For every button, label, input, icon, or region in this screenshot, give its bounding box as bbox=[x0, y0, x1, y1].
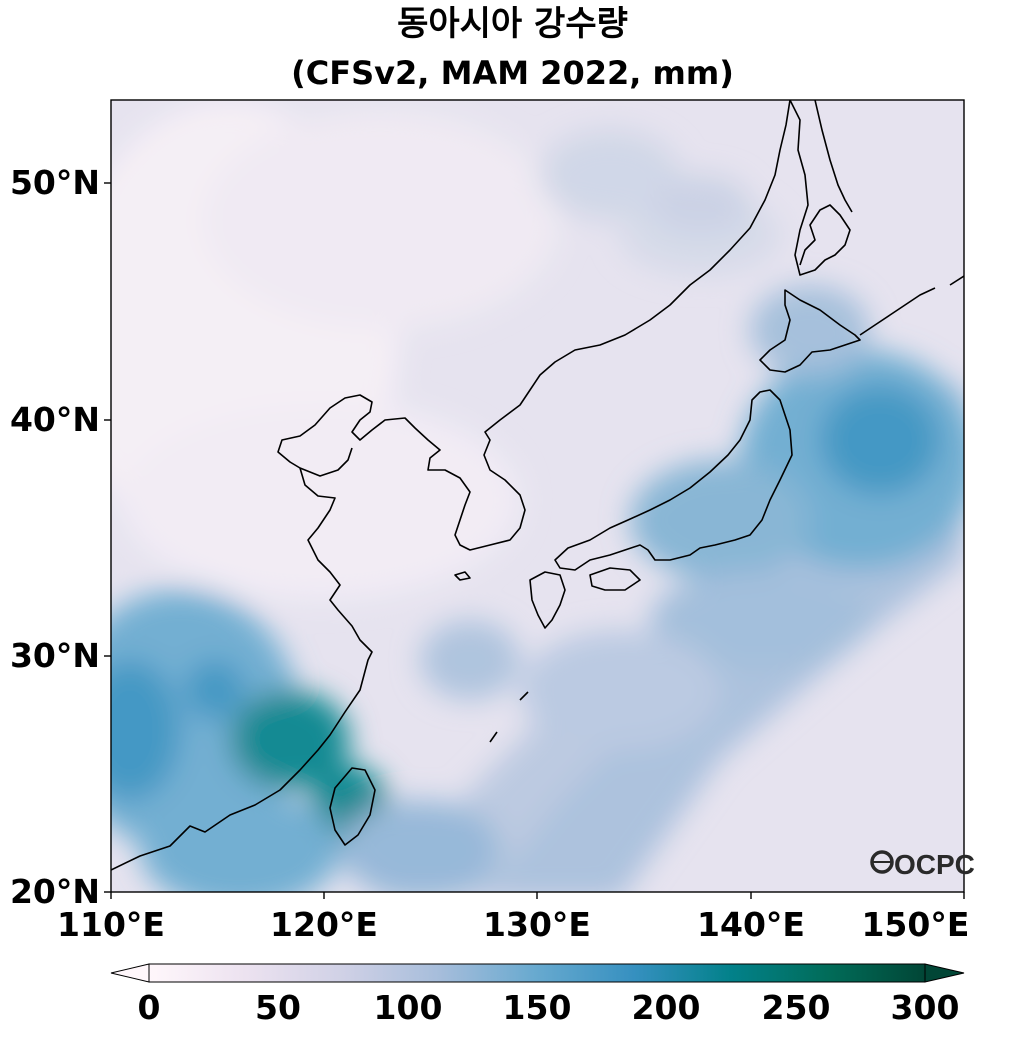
colorbar-label-100: 100 bbox=[373, 988, 443, 1027]
colorbar-label-50: 50 bbox=[255, 988, 301, 1027]
colorbar-label-0: 0 bbox=[137, 988, 161, 1027]
colorbar-label-150: 150 bbox=[502, 988, 572, 1027]
chart-title: 동아시아 강수량 bbox=[397, 4, 628, 44]
coastlines bbox=[111, 100, 964, 871]
lon-label-140e: 140°E bbox=[697, 905, 805, 944]
lon-label-110e: 110°E bbox=[57, 905, 165, 944]
lon-label-130e: 130°E bbox=[483, 905, 591, 944]
colorbar-label-200: 200 bbox=[631, 988, 701, 1027]
lat-label-30n: 30°N bbox=[9, 636, 100, 675]
colorbar-label-300: 300 bbox=[890, 988, 960, 1027]
lat-label-40n: 40°N bbox=[9, 400, 100, 439]
colorbar bbox=[110, 963, 965, 983]
precip-field bbox=[111, 100, 964, 892]
lon-label-120e: 120°E bbox=[270, 905, 378, 944]
lon-label-150e: 150°E bbox=[861, 905, 970, 944]
lat-label-50n: 50°N bbox=[9, 163, 100, 202]
lat-label-20n: 20°N bbox=[9, 872, 100, 911]
ocpc-logo: OCPC bbox=[870, 849, 975, 880]
logo-text: OCPC bbox=[894, 849, 975, 880]
chart-subtitle: (CFSv2, MAM 2022, mm) bbox=[291, 54, 734, 92]
axis-ticks bbox=[104, 182, 965, 899]
colorbar-label-250: 250 bbox=[761, 988, 831, 1027]
